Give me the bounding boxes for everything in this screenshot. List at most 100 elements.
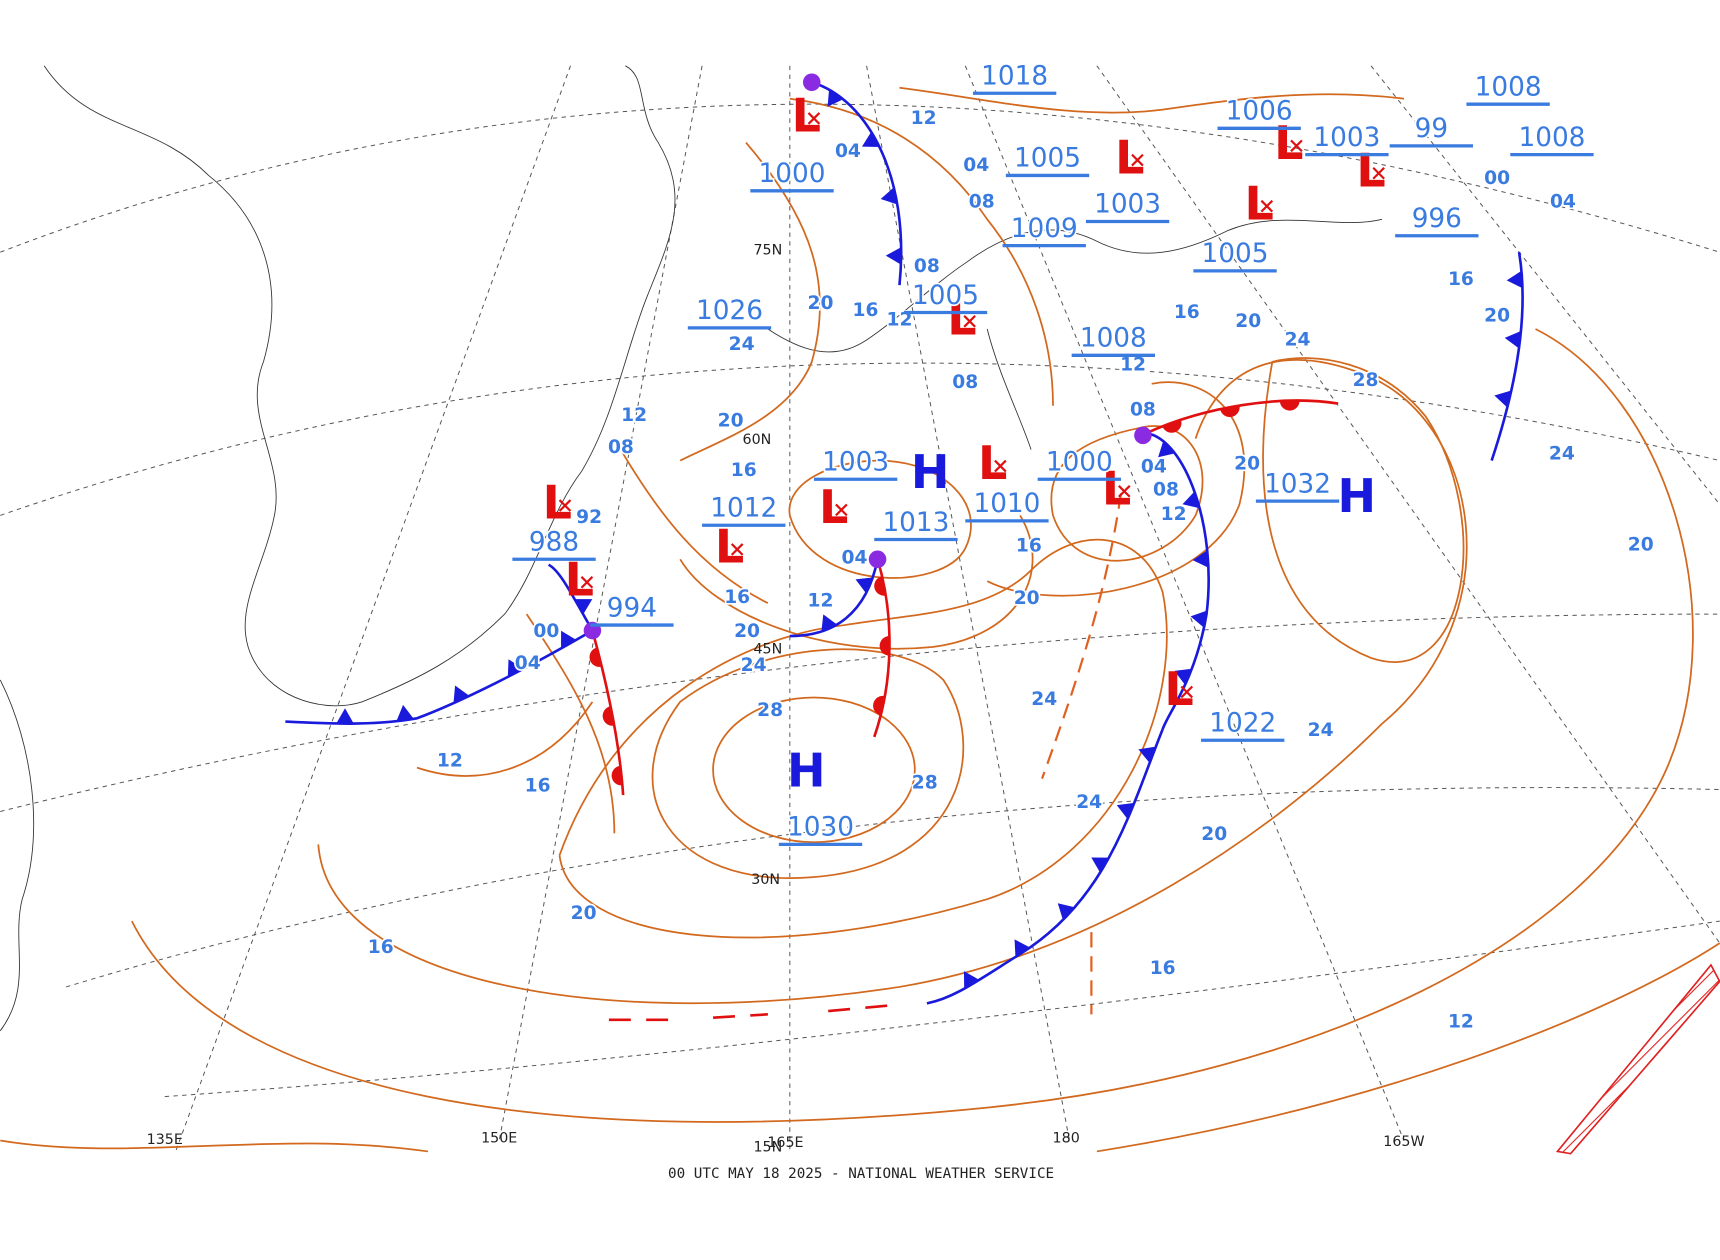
isobar-label: 20: [1484, 305, 1510, 326]
isobar-label: 28: [912, 772, 938, 793]
grid-label: 150E: [481, 1131, 517, 1147]
cold-front-symbol: [1091, 857, 1110, 873]
low-center-mark: [1290, 139, 1303, 153]
isobar-label: 20: [808, 293, 834, 314]
labels: 135E 150E 165E 180 165W 75N 60N 45N 30N 15N 04 12 04…: [147, 60, 1656, 1182]
cold-front-symbol: [821, 614, 838, 632]
cold-front-symbol: [336, 708, 354, 724]
isobar-label: 08: [969, 191, 995, 212]
triangle: [963, 971, 980, 989]
triangle: [396, 704, 414, 722]
isobar-label: 00: [533, 621, 559, 642]
cold-front-symbol: [862, 131, 880, 148]
triangle: [507, 659, 524, 677]
isobar-label: 28: [757, 700, 783, 721]
central-pressure: 1006: [1226, 97, 1293, 127]
triangle: [1182, 491, 1200, 509]
cold-front-symbol: [507, 659, 524, 677]
isobar-label: 04: [1141, 457, 1167, 478]
central-pressure: 1009: [1011, 214, 1078, 244]
cold-front-symbol: [453, 685, 470, 704]
isobar-label: 16: [1174, 302, 1200, 323]
occlusion-point: [802, 73, 821, 92]
occlusion-point: [1134, 426, 1152, 445]
low-center-mark: [730, 543, 744, 556]
low-center-mark: [1131, 153, 1144, 167]
semicircle: [1220, 405, 1240, 418]
grid-label: 60N: [743, 432, 772, 448]
caption: 00 UTC MAY 18 2025 - NATIONAL WEATHER SE…: [668, 1166, 1054, 1182]
isobar-label: 20: [1235, 311, 1261, 332]
isobar-label: 20: [1628, 534, 1654, 555]
stationary-front: [608, 1003, 900, 1022]
isobar-label: 20: [718, 411, 744, 432]
low-center-mark: [807, 112, 821, 125]
low-center-mark: [558, 499, 572, 512]
isobar-label: 16: [724, 587, 750, 608]
triangle: [1174, 668, 1192, 685]
cold-front-symbol: [1116, 802, 1135, 820]
cold-front-symbol: [561, 630, 577, 649]
low-center-mark: [994, 459, 1007, 473]
isobar-label: 04: [515, 653, 541, 674]
occlusion-point: [868, 550, 887, 569]
isobar-label: 12: [1120, 355, 1146, 376]
isobar-label: 08: [952, 372, 978, 393]
isobar-label: 12: [1161, 504, 1187, 525]
cold-front-symbol: [1506, 270, 1523, 289]
central-pressure: 1008: [1518, 123, 1585, 153]
isobar-label: 28: [1353, 370, 1379, 391]
triangle: [821, 614, 838, 632]
isobar-label: 16: [1016, 536, 1042, 557]
triangle: [1192, 550, 1209, 568]
warm-front-symbol: [611, 765, 623, 786]
central-pressure: 1008: [1475, 72, 1542, 102]
warm-front-symbol: [589, 647, 602, 667]
cold-front-symbol: [1057, 903, 1075, 921]
isobar-label: 24: [1285, 329, 1311, 350]
high-center: H: [911, 445, 950, 499]
central-pressure: 1008: [1080, 324, 1147, 354]
triangle: [1190, 610, 1208, 628]
cold-front-symbol: [1138, 746, 1156, 764]
cold-front: [285, 629, 594, 725]
grid-label: 165W: [1383, 1134, 1424, 1150]
central-pressure: 99: [1415, 114, 1448, 144]
cold-front-symbol: [880, 187, 898, 205]
central-pressure: 1022: [1209, 708, 1276, 738]
triangle: [855, 577, 874, 594]
isobar-label: 08: [1153, 480, 1179, 501]
grid-label: 15N: [753, 1139, 782, 1155]
triangle: [1158, 440, 1176, 458]
grid-label: 45N: [753, 642, 782, 658]
isobar-label: 20: [1234, 453, 1260, 474]
isobar-label: 24: [1308, 720, 1334, 741]
isobar-label: 16: [1150, 958, 1176, 979]
fronts: [285, 73, 1524, 1022]
low-center-mark: [1372, 167, 1385, 180]
semicircle: [879, 635, 890, 656]
isobar-label: 20: [734, 621, 760, 642]
triangle: [561, 630, 577, 649]
cold-front-symbol: [885, 247, 902, 265]
isobar-label: 16: [731, 460, 757, 481]
isobar-label: 92: [576, 507, 602, 528]
warm-front-symbol: [873, 695, 886, 716]
central-pressure: 1005: [912, 281, 979, 311]
isobar-label: 08: [914, 256, 940, 277]
warm-front-symbol: [1162, 419, 1182, 433]
central-pressure: 1003: [1094, 190, 1161, 220]
cold-front-symbol: [574, 599, 593, 615]
high-center: H: [1337, 469, 1376, 523]
isobar-label: 04: [835, 141, 861, 162]
isobar-label: 12: [808, 590, 834, 611]
central-pressure: 1005: [1014, 144, 1081, 174]
low-center-mark: [1180, 685, 1194, 699]
semicircle: [589, 647, 602, 667]
cold-front: [789, 559, 879, 638]
warm-front-symbol: [602, 706, 615, 726]
triangle: [1057, 903, 1075, 921]
coastlines: [0, 65, 1383, 1032]
triangle: [1091, 857, 1110, 873]
